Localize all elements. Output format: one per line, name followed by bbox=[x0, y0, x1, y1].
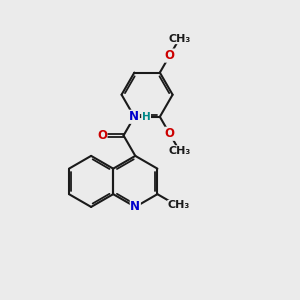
Text: CH₃: CH₃ bbox=[168, 146, 190, 156]
Text: O: O bbox=[165, 127, 175, 140]
Text: CH₃: CH₃ bbox=[168, 200, 190, 211]
Text: N: N bbox=[130, 200, 140, 213]
Text: CH₃: CH₃ bbox=[168, 34, 190, 44]
Text: O: O bbox=[165, 49, 175, 62]
Text: O: O bbox=[97, 129, 107, 142]
Text: H: H bbox=[142, 112, 151, 122]
Text: N: N bbox=[129, 110, 139, 123]
